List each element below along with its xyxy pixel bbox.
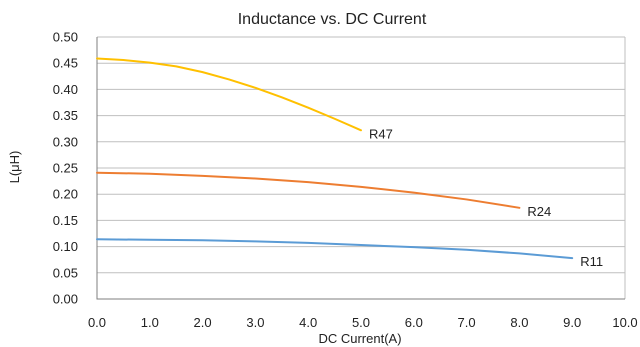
y-tick-label: 0.05 (53, 265, 78, 280)
grid-lines (97, 36, 626, 299)
x-axis-label: DC Current(A) (318, 331, 401, 346)
y-tick-labels: 0.00 0.05 0.10 0.15 0.20 0.25 0.30 0.35 0.40 0.45… (53, 30, 78, 307)
x-tick-label: 1.0 (141, 315, 159, 330)
y-tick-label: 0.45 (53, 56, 78, 71)
y-tick-label: 0.20 (53, 187, 78, 202)
x-tick-label: 8.0 (510, 315, 528, 330)
x-tick-label: 4.0 (299, 315, 317, 330)
x-tick-label: 9.0 (563, 315, 581, 330)
series-label-r47: R47 (369, 126, 393, 141)
series-label-r24: R24 (527, 204, 551, 219)
x-tick-label: 2.0 (194, 315, 212, 330)
chart-title: Inductance vs. DC Current (238, 11, 427, 28)
x-tick-label: 10.0 (612, 315, 637, 330)
series-label-r11: R11 (580, 254, 603, 269)
y-tick-label: 0.25 (53, 161, 78, 176)
x-tick-label: 0.0 (88, 315, 106, 330)
y-tick-label: 0.35 (53, 108, 78, 123)
x-tick-labels: 0.0 1.0 2.0 3.0 4.0 5.0 6.0 7.0 8.0 9.0 10.0 (88, 315, 638, 330)
y-tick-label: 0.40 (53, 82, 78, 97)
series-lines (96, 57, 574, 260)
y-tick-label: 0.15 (53, 213, 78, 228)
x-tick-label: 3.0 (246, 315, 264, 330)
y-tick-label: 0.10 (53, 239, 78, 254)
y-axis-label: L(μH) (7, 151, 22, 184)
series-labels: R47 R24 R11 (369, 126, 603, 269)
series-line-r11 (96, 238, 574, 260)
series-line-r47 (96, 57, 362, 132)
y-tick-label: 0.50 (53, 30, 78, 45)
plot-axes (96, 37, 625, 300)
y-tick-label: 0.30 (53, 134, 78, 149)
x-tick-label: 5.0 (352, 315, 370, 330)
series-line-r24 (96, 171, 521, 209)
y-tick-label: 0.00 (53, 292, 78, 307)
x-tick-label: 7.0 (458, 315, 476, 330)
x-tick-label: 6.0 (405, 315, 423, 330)
